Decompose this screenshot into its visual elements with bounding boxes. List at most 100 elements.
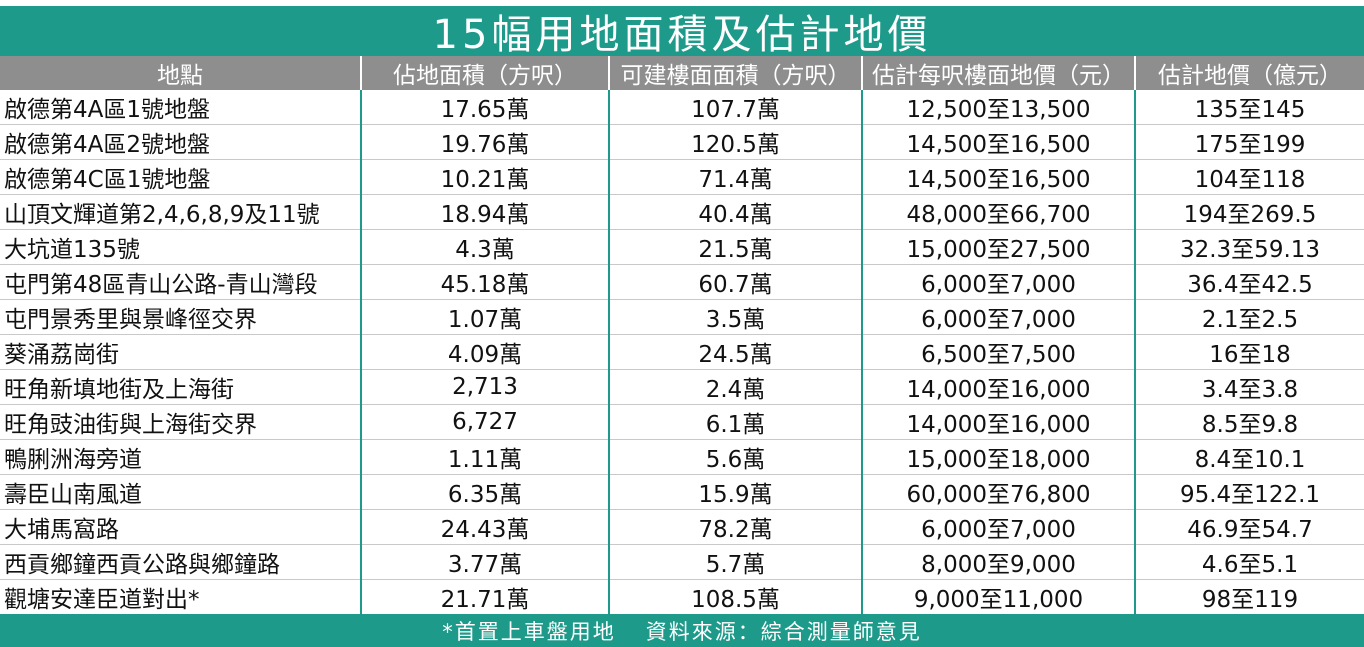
land-price-table: 地點 佔地面積（方呎） 可建樓面面積（方呎） 估計每呎樓面地價（元） 估計地價（… (0, 56, 1364, 614)
cell-location: 大坑道135號 (0, 229, 361, 265)
cell-estimated-value: 3.4至3.8 (1134, 369, 1364, 405)
cell-location: 壽臣山南風道 (0, 474, 361, 510)
table-row: 葵涌荔崗街 4.09萬 24.5萬 6,500至7,500 16至18 (0, 334, 1364, 370)
table-title: 15幅用地面積及估計地價 (0, 6, 1364, 58)
header-site-area: 佔地面積（方呎） (360, 56, 609, 90)
cell-location: 大埔馬窩路 (0, 509, 361, 545)
cell-gross-floor-area: 60.7萬 (608, 264, 862, 300)
cell-location: 啟德第4A區2號地盤 (0, 124, 361, 160)
cell-estimated-value: 36.4至42.5 (1134, 264, 1364, 300)
cell-estimated-value: 104至118 (1134, 159, 1364, 195)
cell-price-per-sqft: 60,000至76,800 (861, 474, 1135, 510)
cell-site-area: 18.94萬 (360, 194, 609, 230)
cell-estimated-value: 32.3至59.13 (1134, 229, 1364, 265)
cell-gross-floor-area: 107.7萬 (608, 90, 862, 125)
cell-estimated-value: 98至119 (1134, 579, 1364, 614)
cell-price-per-sqft: 15,000至27,500 (861, 229, 1135, 265)
cell-gross-floor-area: 6.1萬 (608, 404, 862, 440)
cell-price-per-sqft: 6,000至7,000 (861, 299, 1135, 335)
cell-site-area: 1.07萬 (360, 299, 609, 335)
cell-gross-floor-area: 40.4萬 (608, 194, 862, 230)
table-row: 鴨脷洲海旁道 1.11萬 5.6萬 15,000至18,000 8.4至10.1 (0, 439, 1364, 475)
cell-gross-floor-area: 108.5萬 (608, 579, 862, 614)
cell-price-per-sqft: 14,500至16,500 (861, 159, 1135, 195)
cell-price-per-sqft: 9,000至11,000 (861, 579, 1135, 614)
cell-estimated-value: 8.4至10.1 (1134, 439, 1364, 475)
cell-gross-floor-area: 71.4萬 (608, 159, 862, 195)
cell-site-area: 6.35萬 (360, 474, 609, 510)
header-gross-floor-area: 可建樓面面積（方呎） (608, 56, 862, 90)
cell-location: 山頂文輝道第2,4,6,8,9及11號 (0, 194, 361, 230)
cell-location: 觀塘安達臣道對出* (4, 587, 200, 613)
cell-estimated-value: 135至145 (1134, 90, 1364, 125)
cell-price-per-sqft: 6,500至7,500 (861, 334, 1135, 370)
table-row: 西貢鄉鐘西貢公路與鄉鐘路 3.77萬 5.7萬 8,000至9,000 4.6至5.1 (0, 544, 1364, 580)
land-price-table-figure: 15幅用地面積及估計地價 地點 佔地面積（方呎） 可建樓面面積（方呎） 估計每呎… (0, 6, 1364, 647)
cell-location: 鴨脷洲海旁道 (0, 439, 361, 475)
table-row: 啟德第4A區1號地盤 17.65萬 107.7萬 12,500至13,500 135至1… (0, 90, 1364, 125)
cell-gross-floor-area: 78.2萬 (608, 509, 862, 545)
table-body: 啟德第4A區1號地盤 17.65萬 107.7萬 12,500至13,500 135至1… (0, 90, 1364, 614)
cell-gross-floor-area: 3.5萬 (608, 299, 862, 335)
cell-estimated-value: 2.1至2.5 (1134, 299, 1364, 335)
cell-price-per-sqft: 6,000至7,000 (861, 264, 1135, 300)
table-row: 啟德第4C區1號地盤 10.21萬 71.4萬 14,500至16,500 104至11… (0, 159, 1364, 195)
table-row: 大坑道135號 4.3萬 21.5萬 15,000至27,500 32.3至59.13 (0, 229, 1364, 265)
footer-note: *首置上車盤用地 (442, 619, 616, 644)
cell-estimated-value: 4.6至5.1 (1134, 544, 1364, 580)
cell-price-per-sqft: 12,500至13,500 (861, 90, 1135, 125)
cell-site-area: 24.43萬 (360, 509, 609, 545)
cell-price-per-sqft: 48,000至66,700 (861, 194, 1135, 230)
cell-gross-floor-area: 15.9萬 (608, 474, 862, 510)
cell-gross-floor-area: 5.6萬 (608, 439, 862, 475)
cell-location: 屯門景秀里與景峰徑交界 (0, 299, 361, 335)
table-row: 屯門第48區青山公路-青山灣段 45.18萬 60.7萬 6,000至7,000 36.… (0, 264, 1364, 300)
cell-estimated-value: 8.5至9.8 (1134, 404, 1364, 440)
cell-site-area: 10.21萬 (360, 159, 609, 195)
cell-price-per-sqft: 14,500至16,500 (861, 124, 1135, 160)
table-row: 旺角豉油街與上海街交界 6,727 6.1萬 14,000至16,000 8.5至9.8 (0, 404, 1364, 440)
cell-site-area: 19.76萬 (360, 124, 609, 160)
cell-price-per-sqft: 14,000至16,000 (861, 369, 1135, 405)
table-row: 屯門景秀里與景峰徑交界 1.07萬 3.5萬 6,000至7,000 2.1至2.5 (0, 299, 1364, 335)
cell-location: 旺角新填地街及上海街 (0, 369, 361, 405)
cell-site-area: 3.77萬 (360, 544, 609, 580)
table-row: 觀塘安達臣道對出* 21.71萬 108.5萬 9,000至11,000 98至119 (0, 579, 1364, 614)
table-row: 壽臣山南風道 6.35萬 15.9萬 60,000至76,800 95.4至122.1 (0, 474, 1364, 510)
cell-site-area: 4.3萬 (360, 229, 609, 265)
header-price-per-sqft: 估計每呎樓面地價（元） (861, 56, 1135, 90)
cell-site-area: 1.11萬 (360, 439, 609, 475)
cell-estimated-value: 194至269.5 (1134, 194, 1364, 230)
cell-price-per-sqft: 6,000至7,000 (861, 509, 1135, 545)
cell-price-per-sqft: 14,000至16,000 (861, 404, 1135, 440)
cell-location: 屯門第48區青山公路-青山灣段 (0, 264, 361, 300)
cell-site-area: 2,713 (360, 369, 609, 405)
cell-gross-floor-area: 5.7萬 (608, 544, 862, 580)
cell-location: 旺角豉油街與上海街交界 (0, 404, 361, 440)
table-row: 山頂文輝道第2,4,6,8,9及11號 18.94萬 40.4萬 48,000至66,… (0, 194, 1364, 230)
header-estimated-value: 估計地價（億元） (1134, 56, 1364, 90)
cell-price-per-sqft: 8,000至9,000 (861, 544, 1135, 580)
cell-estimated-value: 175至199 (1134, 124, 1364, 160)
cell-location: 啟德第4A區1號地盤 (0, 90, 361, 125)
header-location: 地點 (0, 56, 361, 90)
footer-source: 資料來源：綜合測量師意見 (645, 619, 922, 644)
cell-site-area: 6,727 (360, 404, 609, 440)
cell-price-per-sqft: 15,000至18,000 (861, 439, 1135, 475)
table-row: 啟德第4A區2號地盤 19.76萬 120.5萬 14,500至16,500 175至1… (0, 124, 1364, 160)
cell-site-area: 4.09萬 (360, 334, 609, 370)
cell-site-area: 21.71萬 (360, 579, 609, 614)
cell-estimated-value: 16至18 (1134, 334, 1364, 370)
table-row: 旺角新填地街及上海街 2,713 2.4萬 14,000至16,000 3.4至3.8 (0, 369, 1364, 405)
cell-site-area: 17.65萬 (360, 90, 609, 125)
header-row: 地點 佔地面積（方呎） 可建樓面面積（方呎） 估計每呎樓面地價（元） 估計地價（… (0, 56, 1364, 90)
cell-gross-floor-area: 120.5萬 (608, 124, 862, 160)
footer-bar: *首置上車盤用地 資料來源：綜合測量師意見 (0, 614, 1364, 647)
cell-site-area: 45.18萬 (360, 264, 609, 300)
cell-location: 葵涌荔崗街 (0, 334, 361, 370)
cell-gross-floor-area: 2.4萬 (608, 369, 862, 405)
cell-gross-floor-area: 24.5萬 (608, 334, 862, 370)
cell-location: 啟德第4C區1號地盤 (0, 159, 361, 195)
cell-location: 西貢鄉鐘西貢公路與鄉鐘路 (0, 544, 361, 580)
cell-estimated-value: 46.9至54.7 (1134, 509, 1364, 545)
